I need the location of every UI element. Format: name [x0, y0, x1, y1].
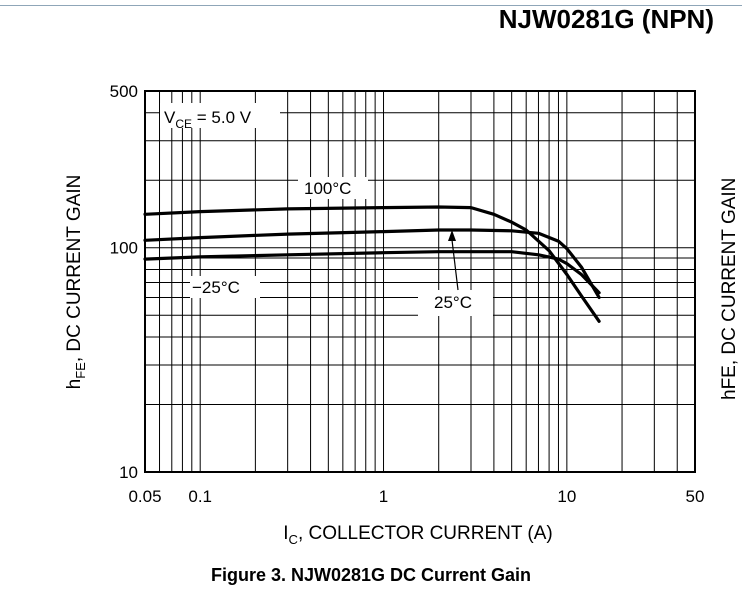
x-tick-label: 0.05	[128, 487, 161, 506]
series-label-minus25c: −25°C	[192, 278, 240, 297]
figure-caption: Figure 3. NJW0281G DC Current Gain	[210, 565, 532, 585]
grid-lines	[145, 91, 695, 472]
condition-label-box	[160, 103, 280, 128]
x-tick-label: 1	[379, 487, 388, 506]
adjacent-chart-axis-fragment: hFE, DC CURRENT GAIN	[715, 150, 742, 400]
dc-current-gain-chart: VCE = 5.0 V 100°C −25°C 25°C 0.05 0.1 1 10 5…	[64, 82, 704, 547]
page-title: NJW0281G (NPN)	[498, 4, 714, 34]
x-axis-title: IC, COLLECTOR CURRENT (A)	[283, 523, 552, 547]
condition-label: VCE = 5.0 V	[164, 108, 252, 131]
x-tick-labels: 0.05 0.1 1 10 50	[128, 487, 704, 506]
series-label-25c: 25°C	[434, 293, 472, 312]
series-curves	[143, 205, 601, 323]
plot-frame	[144, 90, 696, 473]
y-tick-label: 500	[110, 82, 138, 101]
series-label-100c: 100°C	[304, 179, 351, 198]
y-tick-label: 10	[119, 463, 138, 482]
x-tick-label: 10	[557, 487, 576, 506]
svg-text:hFE, DC CURRENT GAIN: hFE, DC CURRENT GAIN	[719, 178, 740, 400]
series-line-0	[143, 205, 601, 323]
series-line-2	[143, 250, 601, 295]
series-line-1	[143, 228, 601, 300]
series-label-box-100c	[298, 177, 368, 199]
series-25c-pointer	[451, 239, 459, 291]
y-tick-labels: 10 100 500	[110, 82, 138, 482]
series-label-box-25c	[418, 290, 493, 316]
series-label-box-minus25c	[190, 276, 260, 298]
y-axis-title: hFE, DC CURRENT GAIN	[64, 175, 88, 390]
y-tick-label: 100	[110, 239, 138, 258]
x-tick-label: 50	[686, 487, 705, 506]
x-tick-label: 0.1	[188, 487, 212, 506]
series-25c-pointer-head	[448, 230, 456, 241]
header-rule	[0, 5, 742, 6]
